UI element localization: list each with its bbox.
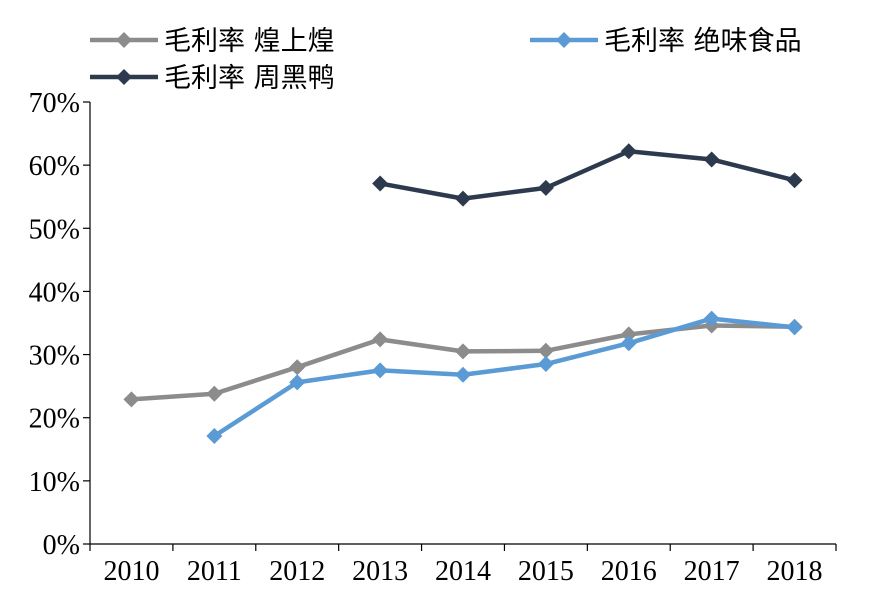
y-tick-label: 70% <box>29 88 80 119</box>
data-point <box>372 175 389 192</box>
data-point <box>537 356 554 373</box>
data-point <box>455 366 471 383</box>
x-tick-label: 2014 <box>435 556 491 587</box>
data-point <box>289 359 306 376</box>
y-tick-label: 60% <box>29 151 80 182</box>
legend-label: 毛利率 绝味食品 <box>604 26 802 57</box>
data-point <box>620 335 637 352</box>
legend-swatch-marker <box>116 69 132 85</box>
series-line <box>379 149 796 201</box>
data-point <box>620 143 637 160</box>
series-2 <box>372 143 803 207</box>
data-point <box>372 362 389 379</box>
y-tick-label: 0% <box>43 530 80 561</box>
data-point <box>455 343 471 360</box>
x-tick-label: 2012 <box>269 556 325 587</box>
y-tick-label: 10% <box>29 467 80 498</box>
axes <box>89 102 836 545</box>
y-tick-label: 40% <box>29 277 80 308</box>
data-point <box>206 385 223 402</box>
data-point <box>620 326 637 343</box>
x-tick-label: 2011 <box>187 556 242 587</box>
data-point <box>455 190 471 207</box>
legend-label: 毛利率 煌上煌 <box>164 26 335 57</box>
data-point <box>289 374 306 391</box>
data-point <box>703 310 720 327</box>
x-tick-label: 2016 <box>601 556 657 587</box>
y-tick-label: 20% <box>29 404 80 435</box>
x-ticks: 2010 2011 2012 2013 2014 2015 2016 2017 2018 <box>89 544 837 587</box>
y-tick-label: 30% <box>29 341 80 372</box>
x-tick-label: 2013 <box>352 556 408 587</box>
data-point <box>372 331 389 348</box>
data-point <box>537 342 554 359</box>
data-point <box>206 428 223 445</box>
x-tick-label: 2017 <box>684 556 740 587</box>
data-point <box>786 319 803 336</box>
legend-swatch-marker <box>116 32 132 48</box>
series-line <box>213 316 795 438</box>
series-0 <box>123 317 803 408</box>
x-tick-label: 2018 <box>767 556 823 587</box>
y-ticks: 0% 10% 20% 30% 40% 50% 60% 70% <box>29 88 90 561</box>
data-point <box>123 391 140 408</box>
series-1 <box>206 310 803 445</box>
x-tick-label: 2015 <box>518 556 574 587</box>
data-point <box>703 151 720 168</box>
data-point <box>537 179 554 196</box>
legend-item: 毛利率 煌上煌 <box>90 26 335 57</box>
legend-label: 毛利率 周黑鸭 <box>164 63 335 94</box>
y-tick-label: 50% <box>29 214 80 245</box>
legend-item: 毛利率 绝味食品 <box>530 26 802 57</box>
data-point <box>786 172 803 189</box>
series-group <box>123 143 803 445</box>
legend-swatch-marker <box>556 32 572 48</box>
legend-item: 毛利率 周黑鸭 <box>90 63 335 94</box>
x-tick-label: 2010 <box>103 556 159 587</box>
series-line <box>131 323 795 402</box>
